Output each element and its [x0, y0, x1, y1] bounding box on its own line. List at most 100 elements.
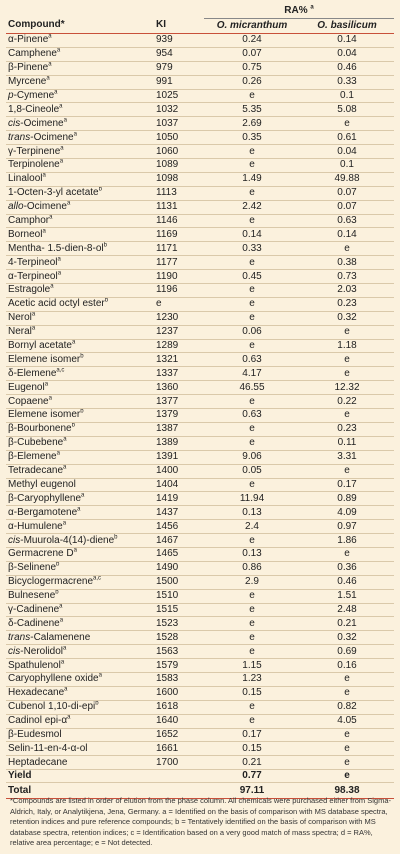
micranthum-value: e [204, 436, 300, 451]
compound-prefix: trans [8, 131, 31, 143]
table-row: Heptadecane 1700 0.21 e [6, 755, 394, 771]
compound-name: Elemene isomerb [6, 352, 156, 368]
compound-name: Methyl eugenol [6, 478, 156, 493]
identification-superscript: a [48, 34, 52, 41]
compound-name: Estragolea [6, 283, 156, 298]
table-row: δ-Elemenea,c 1337 4.17 e [6, 366, 394, 382]
compound-name: Caryophyllene oxidea [6, 672, 156, 687]
basilicum-value: 3.31 [300, 450, 394, 465]
compound-label: Pinene [17, 62, 49, 74]
ki-value: e [156, 297, 204, 312]
identification-superscript: b [80, 353, 84, 360]
ki-value: 1177 [156, 255, 204, 271]
ki-value: 1391 [156, 450, 204, 465]
micranthum-value: e [204, 144, 300, 160]
compound-label: Myrcene [8, 76, 47, 88]
identification-superscript: a [64, 686, 68, 693]
micranthum-value: 2.9 [204, 575, 300, 590]
basilicum-value: 0.33 [300, 75, 394, 90]
micranthum-value: e [204, 478, 300, 493]
table-row: p-Cymenea 1025 e 0.1 [6, 89, 394, 104]
total-basilicum: 98.38 [300, 782, 394, 800]
compound-name: Heptadecane [6, 755, 156, 771]
compound-prefix: α- [8, 520, 18, 532]
compound-label: Borneol [8, 228, 43, 240]
basilicum-value: e [300, 755, 394, 771]
basilicum-value: 49.88 [300, 172, 394, 187]
compound-name: Terpinolenea [6, 158, 156, 173]
ki-value: 1528 [156, 630, 204, 646]
compound-prefix: p [8, 90, 14, 101]
ki-value: 1337 [156, 366, 204, 382]
micranthum-value: e [204, 158, 300, 173]
compound-label: Cadinol epi-α [8, 715, 68, 727]
compound-prefix: β- [8, 437, 18, 449]
compound-name: cis-Muurola-4(14)-dieneb [6, 533, 156, 548]
micranthum-value: 0.07 [204, 47, 300, 62]
compound-label: -Ocimene [23, 201, 67, 213]
table-row: Elemene isomerb 1321 0.63 e [6, 352, 394, 368]
micranthum-value: 2.4 [204, 519, 300, 535]
table-row: α-Bergamotenea 1437 0.13 4.09 [6, 505, 394, 521]
identification-superscript: a [57, 256, 61, 263]
micranthum-value: 46.55 [204, 380, 300, 396]
micranthum-value: e [204, 644, 300, 660]
micranthum-value: 2.42 [204, 200, 300, 215]
micranthum-value: 5.35 [204, 102, 300, 118]
identification-superscript: a [48, 61, 52, 68]
ki-value: 1467 [156, 533, 204, 548]
micranthum-value: 1.15 [204, 658, 300, 673]
ki-value: 1230 [156, 311, 204, 326]
table-row: cis-Ocimenea 1037 2.69 e [6, 116, 394, 132]
compound-name: δ-Elemenea,c [6, 366, 156, 382]
compound-name: cis-Ocimenea [6, 116, 156, 132]
basilicum-value: 12.32 [300, 380, 394, 396]
identification-superscript: a,c [56, 367, 65, 374]
compound-label: -Ocimene [30, 131, 74, 143]
identification-superscript: a [71, 339, 76, 346]
ki-value: 1190 [156, 269, 204, 285]
compound-label: Bicyclogermacrene [8, 576, 94, 588]
basilicum-column-header: O. basilicum [300, 18, 394, 34]
identification-superscript: a [59, 103, 63, 110]
table-row: 1-Octen-3-yl acetateb 1113 e 0.07 [6, 186, 394, 201]
compound-label: Cadinene [16, 617, 60, 629]
table-row: Nerala 1237 0.06 e [6, 325, 394, 340]
table-row: cis-Muurola-4(14)-dieneb 1467 e 1.86 [6, 533, 394, 548]
ki-value: 1037 [156, 116, 204, 132]
basilicum-value: 0.14 [300, 33, 394, 48]
compound-label: Heptadecane [8, 756, 68, 768]
micranthum-value: 0.45 [204, 269, 300, 285]
table-row: Estragolea 1196 e 2.03 [6, 283, 394, 298]
identification-superscript: a [66, 200, 71, 207]
identification-superscript: a [98, 673, 102, 680]
table-row: cis-Nerolidola 1563 e 0.69 [6, 644, 394, 660]
compound-label: 4-Terpineol [8, 256, 58, 268]
compound-name: Myrcenea [6, 75, 156, 90]
table-row: Camphora 1146 e 0.63 [6, 214, 394, 229]
compound-label: Germacrene D [8, 548, 74, 560]
compound-name: Mentha- 1.5-dien-8-olb [6, 241, 156, 257]
compound-label: Eugenol [8, 381, 45, 393]
compound-prefix: β- [8, 728, 18, 740]
micranthum-value: e [204, 214, 300, 229]
basilicum-value: 0.11 [300, 436, 394, 451]
table-row: Caryophyllene oxidea 1583 1.23 e [6, 672, 394, 687]
basilicum-value: e [300, 366, 394, 382]
identification-superscript: a,c [93, 575, 102, 582]
compound-label: 1-Octen-3-yl acetate [8, 187, 99, 199]
table-row: Borneola 1169 0.14 0.14 [6, 227, 394, 243]
compound-prefix: cis [8, 534, 21, 546]
identification-superscript: b [114, 534, 118, 541]
table-row: Elemene isomerb 1379 0.63 e [6, 408, 394, 423]
compound-name: Tetradecanea [6, 464, 156, 479]
compound-label: -Nerolidol [20, 645, 64, 657]
identification-superscript: a [73, 548, 77, 555]
basilicum-value: 0.69 [300, 644, 394, 660]
table-row: Hexadecanea 1600 0.15 e [6, 686, 394, 701]
compound-name: β-Caryophyllenea [6, 491, 156, 507]
compound-name: 4-Terpineola [6, 255, 156, 271]
ki-value: 1237 [156, 325, 204, 340]
basilicum-value: 4.09 [300, 505, 394, 521]
total-ki [156, 782, 204, 800]
